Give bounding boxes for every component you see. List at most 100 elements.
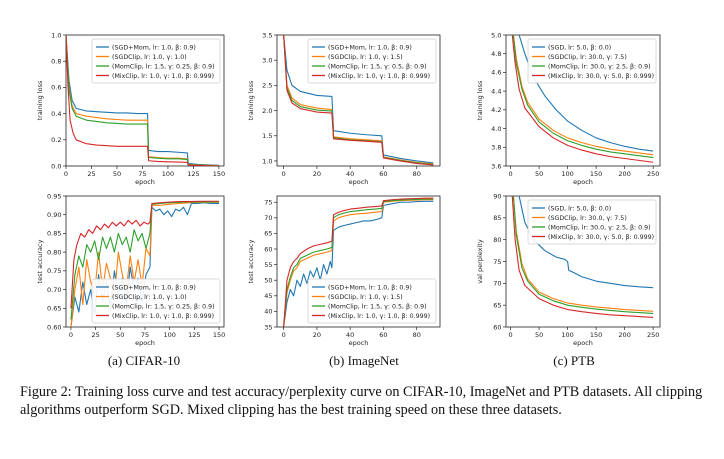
series-line-3 xyxy=(70,200,220,309)
y-tick-label: 40 xyxy=(264,308,272,316)
chart-cifar-acc: 0 25 50 75 100 125 150 0.60 0.65 0.70 0.75 0.80 0.85… xyxy=(36,192,225,347)
y-axis-label: training loss xyxy=(476,80,484,120)
y-tick-label: 70 xyxy=(264,214,272,222)
legend-entry: (SGD, lr: 5.0, β: 0.0) xyxy=(548,205,611,212)
subcaption-cifar10: (a) CIFAR-10 xyxy=(107,353,181,368)
x-tick-label: 100 xyxy=(163,331,175,339)
series-line-3 xyxy=(511,35,654,163)
chart-imagenet-acc: 0 20 40 60 80 35 40 45 50 55 60 65 70 75 epoch test acc… xyxy=(247,195,441,347)
series-line-2 xyxy=(70,201,220,320)
y-axis-label: test accuracy xyxy=(36,239,44,283)
x-axis-label: epoch xyxy=(135,339,155,347)
series-line-1 xyxy=(512,196,654,312)
x-tick-label: 0 xyxy=(508,331,512,339)
legend-entry: (SGD+Mom, lr: 1.0, β: 0.9) xyxy=(112,284,196,291)
x-tick-label: 50 xyxy=(113,170,121,178)
y-tick-label: 0.6 xyxy=(51,84,61,92)
x-tick-label: 200 xyxy=(618,331,630,339)
y-tick-label: 90 xyxy=(493,192,501,200)
legend: (SGD+Mom, lr: 1.0, β: 0.9) (SGDClip, lr: … xyxy=(307,278,437,324)
y-tick-label: 0.95 xyxy=(47,192,61,200)
x-tick-label: 80 xyxy=(413,170,421,178)
x-axis-label: epoch xyxy=(573,178,593,186)
y-axis-label: test accuracy xyxy=(247,239,255,283)
y-tick-label: 0.70 xyxy=(47,286,61,294)
y-tick-label: 60 xyxy=(264,245,272,253)
legend-entry: (MixClip, lr: 1.0, γ: 1.0, β: 0.999) xyxy=(328,313,430,320)
y-tick-label: 35 xyxy=(264,323,272,331)
legend-entry: (MixClip, lr: 30.0, γ: 5.0, β: 0.999) xyxy=(548,234,654,241)
x-tick-label: 0 xyxy=(282,331,286,339)
x-tick-label: 50 xyxy=(535,331,543,339)
x-axis-label: epoch xyxy=(349,178,369,186)
x-axis-label: epoch xyxy=(135,178,155,186)
y-tick-label: 70 xyxy=(493,280,501,288)
subcaption-imagenet: (b) ImageNet xyxy=(329,353,399,368)
x-tick-label: 75 xyxy=(141,331,149,339)
y-tick-label: 85 xyxy=(493,214,501,222)
y-tick-label: 60 xyxy=(493,323,501,331)
legend-entry: (SGD, lr: 5.0, β: 0.0) xyxy=(548,44,611,51)
y-tick-label: 4.0 xyxy=(491,125,501,133)
y-tick-label: 65 xyxy=(493,301,501,309)
chart-ptb-loss: 0 50 100 150 200 250 3.6 3.8 4.0 4.2 4.4 4.6 4.8 5.0 e… xyxy=(476,31,661,186)
chart-ptb-ppl: 0 50 100 150 200 250 60 65 70 75 80 85 90 epoch val pe… xyxy=(476,192,661,347)
y-axis-label: val perplexity xyxy=(476,239,484,284)
legend-entry: (MomClip, lr: 1.5, γ: 0.5, β: 0.9) xyxy=(328,303,427,310)
y-tick-label: 55 xyxy=(264,261,272,269)
series-line-0 xyxy=(283,200,434,327)
series-line-2 xyxy=(512,35,654,159)
legend-entry: (SGD+Mom, lr: 1.0, β: 0.9) xyxy=(328,44,412,51)
y-axis-label: training loss xyxy=(247,80,255,120)
figure-caption: Figure 2: Training loss curve and test a… xyxy=(20,384,703,418)
y-tick-label: 50 xyxy=(264,277,272,285)
y-tick-label: 0.85 xyxy=(47,230,61,238)
legend: (SGD, lr: 5.0, β: 0.0) (SGDClip, lr: 30.0… xyxy=(527,199,657,245)
x-tick-label: 150 xyxy=(213,170,225,178)
legend: (SGD+Mom, lr: 1.0, β: 0.9) (SGDClip, lr: … xyxy=(91,278,221,324)
y-tick-label: 3.6 xyxy=(491,162,501,170)
y-tick-label: 4.8 xyxy=(491,50,501,58)
y-tick-label: 5.0 xyxy=(491,31,501,39)
x-tick-label: 125 xyxy=(188,331,200,339)
legend-entry: (MixClip, lr: 30.0, γ: 5.0, β: 0.999) xyxy=(548,73,654,80)
y-tick-label: 3.8 xyxy=(491,144,501,152)
x-axis-label: epoch xyxy=(573,339,593,347)
x-tick-label: 25 xyxy=(87,170,95,178)
y-tick-label: 0.0 xyxy=(51,162,61,170)
x-tick-label: 50 xyxy=(535,170,543,178)
legend-entry: (MomClip, lr: 1.5, γ: 0.25, β: 0.9) xyxy=(112,63,215,70)
y-tick-label: 1.0 xyxy=(262,157,272,165)
x-tick-label: 250 xyxy=(647,331,659,339)
legend-box xyxy=(91,278,221,324)
x-tick-label: 100 xyxy=(561,331,573,339)
legend-entry: (SGDClip, lr: 30.0, γ: 7.5) xyxy=(548,215,627,222)
y-tick-label: 4.2 xyxy=(491,106,501,114)
x-tick-label: 0 xyxy=(64,170,68,178)
x-tick-label: 40 xyxy=(346,170,354,178)
y-tick-label: 0.80 xyxy=(47,248,61,256)
y-tick-label: 80 xyxy=(493,236,501,244)
y-tick-label: 0.2 xyxy=(51,136,61,144)
x-tick-label: 150 xyxy=(590,331,602,339)
x-tick-label: 25 xyxy=(91,331,99,339)
series-line-3 xyxy=(511,196,654,318)
x-tick-label: 0 xyxy=(508,170,512,178)
y-axis-label: training loss xyxy=(36,80,44,120)
legend-entry: (MixClip, lr: 1.0, γ: 1.0, β: 0.999) xyxy=(112,73,214,80)
legend-box xyxy=(527,38,657,84)
series-line-2 xyxy=(512,196,654,315)
legend: (SGD+Mom, lr: 1.0, β: 0.9) (SGDClip, lr: … xyxy=(307,38,437,84)
legend-entry: (SGD+Mom, lr: 1.0, β: 0.9) xyxy=(112,44,196,51)
series-line-3 xyxy=(283,197,434,327)
y-tick-label: 1.5 xyxy=(262,132,272,140)
series-line-1 xyxy=(283,199,434,327)
y-tick-label: 0.90 xyxy=(47,211,61,219)
y-tick-label: 2.0 xyxy=(262,107,272,115)
y-tick-label: 4.6 xyxy=(491,69,501,77)
legend-entry: (MixClip, lr: 1.0, γ: 1.0, β: 0.999) xyxy=(112,313,214,320)
series-line-3 xyxy=(283,35,434,166)
y-tick-label: 4.4 xyxy=(491,87,501,95)
legend-entry: (SGD+Mom, lr: 1.0, β: 0.9) xyxy=(328,284,412,291)
y-tick-label: 2.5 xyxy=(262,82,272,90)
